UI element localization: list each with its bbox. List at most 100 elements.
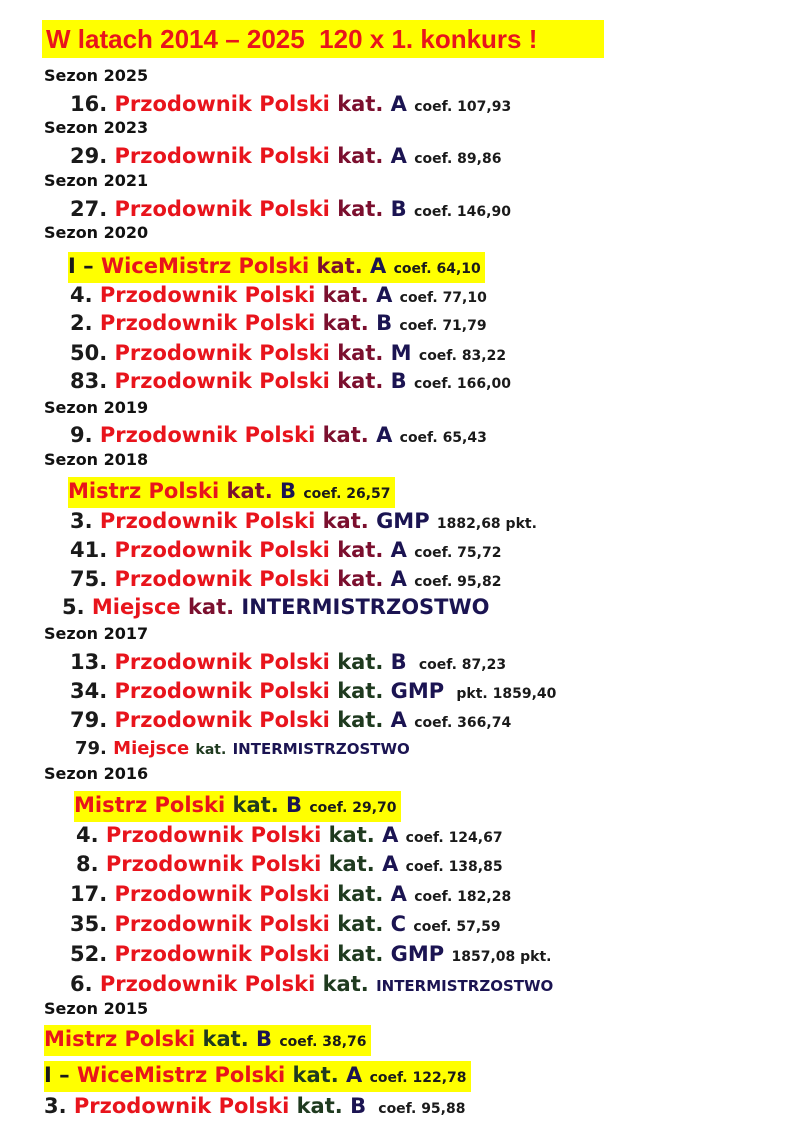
result-entry: 34. Przodownik Polski kat. GMP pkt. 1859… xyxy=(70,677,556,708)
result-entry: 4. Przodownik Polski kat. A coef. 77,10 xyxy=(70,281,487,312)
rank: 27. xyxy=(70,197,108,221)
title-name: Przodownik Polski xyxy=(114,912,330,936)
season-label: Sezon 2025 xyxy=(44,66,149,85)
result-entry: 29. Przodownik Polski kat. A coef. 89,86 xyxy=(70,142,501,173)
result-entry: I – WiceMistrz Polski kat. A coef. 64,10 xyxy=(68,252,485,283)
coefficient: coef. 57,59 xyxy=(413,919,501,935)
category: A xyxy=(390,882,407,906)
result-entry: 83. Przodownik Polski kat. B coef. 166,0… xyxy=(70,367,511,398)
coefficient: coef. 29,70 xyxy=(309,800,397,816)
title-name: Przodownik Polski xyxy=(114,650,330,674)
category: A xyxy=(390,92,407,116)
category: A xyxy=(390,708,407,732)
rank: 4. xyxy=(70,283,93,307)
kat-label: kat. xyxy=(322,423,369,447)
coefficient: 1882,68 pkt. xyxy=(436,516,537,532)
title-name: Miejsce xyxy=(91,595,181,619)
category: M xyxy=(390,341,412,365)
result-entry: 16. Przodownik Polski kat. A coef. 107,9… xyxy=(70,90,511,121)
kat-label: kat. xyxy=(322,509,369,533)
title-name: WiceMistrz Polski xyxy=(100,254,310,278)
title-name: Miejsce xyxy=(113,738,190,759)
category: A xyxy=(382,852,399,876)
kat-label: kat. xyxy=(337,341,384,365)
kat-label: kat. xyxy=(187,595,235,619)
kat-label: kat. xyxy=(322,972,369,996)
kat-label: kat. xyxy=(337,650,384,674)
result-entry: 6. Przodownik Polski kat. INTERMISTRZOST… xyxy=(70,970,553,1000)
rank: 50. xyxy=(70,341,108,365)
category: GMP xyxy=(390,942,445,966)
title-name: Przodownik Polski xyxy=(99,972,316,996)
coefficient: coef. 146,90 xyxy=(414,204,511,220)
coefficient: coef. 122,78 xyxy=(369,1070,467,1086)
coefficient: coef. 366,74 xyxy=(414,715,512,731)
kat-label: kat. xyxy=(337,197,384,221)
season-label: Sezon 2016 xyxy=(44,764,149,783)
rank: 41. xyxy=(70,538,108,562)
rank: 9. xyxy=(70,423,93,447)
title-name: Przodownik Polski xyxy=(114,92,330,116)
category: B xyxy=(376,311,393,335)
coefficient: coef. 77,10 xyxy=(399,290,487,306)
result-entry: 41. Przodownik Polski kat. A coef. 75,72 xyxy=(70,536,501,567)
kat-label: kat. xyxy=(337,144,384,168)
kat-label: kat. xyxy=(337,538,384,562)
kat-label: kat. xyxy=(195,742,227,758)
title-name: Przodownik Polski xyxy=(114,567,330,591)
rank: 17. xyxy=(70,882,108,906)
kat-label: kat. xyxy=(316,254,363,278)
result-entry: 3. Przodownik Polski kat. GMP 1882,68 pk… xyxy=(70,507,537,538)
result-entry: 5. Miejsce kat. INTERMISTRZOSTWO xyxy=(62,593,490,621)
title-name: Przodownik Polski xyxy=(99,509,316,533)
kat-label: kat. xyxy=(337,369,384,393)
coefficient: 1857,08 pkt. xyxy=(451,949,552,965)
title-name: Mistrz Polski xyxy=(44,1027,196,1051)
title-name: Przodownik Polski xyxy=(114,882,330,906)
title-name: Przodownik Polski xyxy=(99,423,316,447)
title-name: Przodownik Polski xyxy=(99,311,316,335)
coefficient: coef. 107,93 xyxy=(414,99,512,115)
category: GMP xyxy=(376,509,430,533)
coefficient: coef. 26,57 xyxy=(303,486,391,502)
rank: 3. xyxy=(44,1094,67,1118)
season-label: Sezon 2015 xyxy=(44,999,149,1018)
coefficient: coef. 89,86 xyxy=(414,151,502,167)
category: C xyxy=(390,912,407,936)
season-label: Sezon 2018 xyxy=(44,450,149,469)
kat-label: kat. xyxy=(296,1094,343,1118)
rank: 35. xyxy=(70,912,108,936)
coefficient: coef. 71,79 xyxy=(399,318,487,334)
coefficient: coef. 75,72 xyxy=(414,545,502,561)
title-name: Przodownik Polski xyxy=(73,1094,290,1118)
result-entry: Mistrz Polski kat. B coef. 38,76 xyxy=(44,1025,371,1056)
kat-label: kat. xyxy=(226,479,273,503)
result-entry: 2. Przodownik Polski kat. B coef. 71,79 xyxy=(70,309,487,340)
result-entry: I – WiceMistrz Polski kat. A coef. 122,7… xyxy=(44,1061,471,1092)
category: INTERMISTRZOSTWO xyxy=(376,977,554,995)
coefficient: coef. 83,22 xyxy=(418,348,507,364)
category: A xyxy=(390,144,407,168)
title-name: Przodownik Polski xyxy=(114,197,330,221)
kat-label: kat. xyxy=(337,942,384,966)
result-entry: Mistrz Polski kat. B coef. 29,70 xyxy=(74,791,401,822)
result-entry: 79. Przodownik Polski kat. A coef. 366,7… xyxy=(70,706,511,737)
title-name: Przodownik Polski xyxy=(114,942,330,966)
title-name: Przodownik Polski xyxy=(105,823,322,847)
rank: 34. xyxy=(70,679,108,703)
kat-label: kat. xyxy=(337,882,384,906)
title-name: Przodownik Polski xyxy=(114,369,330,393)
kat-label: kat. xyxy=(328,852,375,876)
kat-label: kat. xyxy=(322,311,369,335)
rank: 5. xyxy=(62,595,85,619)
result-entry: 3. Przodownik Polski kat. B coef. 95,88 xyxy=(44,1092,465,1123)
rank: 4. xyxy=(76,823,99,847)
category: B xyxy=(350,1094,367,1118)
coefficient: coef. 124,67 xyxy=(405,830,503,846)
season-label: Sezon 2020 xyxy=(44,223,149,242)
category: INTERMISTRZOSTWO xyxy=(232,740,410,758)
rank: 83. xyxy=(70,369,108,393)
result-entry: 9. Przodownik Polski kat. A coef. 65,43 xyxy=(70,421,487,452)
result-entry: Mistrz Polski kat. B coef. 26,57 xyxy=(68,477,395,508)
